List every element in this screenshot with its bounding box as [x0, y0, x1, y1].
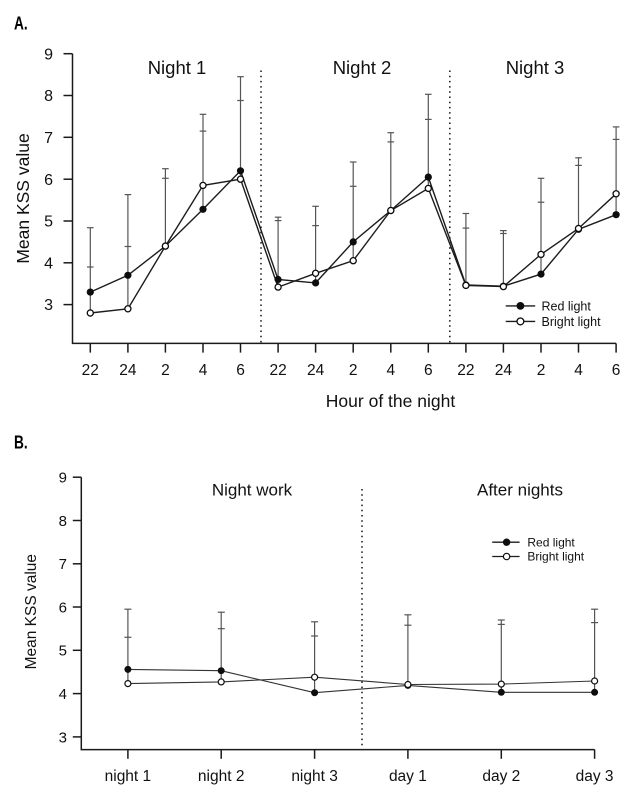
svg-text:4: 4: [59, 686, 67, 703]
svg-text:4: 4: [199, 362, 208, 379]
svg-text:B.: B.: [14, 433, 28, 453]
svg-text:9: 9: [44, 46, 53, 63]
svg-text:7: 7: [44, 130, 53, 147]
svg-text:3: 3: [59, 729, 67, 746]
svg-text:3: 3: [44, 297, 53, 314]
svg-text:Bright light: Bright light: [542, 315, 602, 329]
svg-text:6: 6: [59, 599, 67, 616]
svg-text:22: 22: [457, 362, 474, 379]
svg-text:24: 24: [119, 362, 137, 379]
svg-text:Bright light: Bright light: [527, 550, 584, 564]
svg-text:Night work: Night work: [212, 481, 293, 500]
svg-text:6: 6: [612, 362, 621, 379]
svg-text:Mean KSS value: Mean KSS value: [23, 554, 40, 669]
svg-text:8: 8: [44, 88, 53, 105]
svg-text:7: 7: [59, 556, 67, 573]
svg-text:2: 2: [537, 362, 546, 379]
svg-text:Red light: Red light: [542, 299, 592, 313]
svg-text:9: 9: [59, 470, 67, 487]
svg-text:day 2: day 2: [482, 768, 520, 785]
svg-text:Mean KSS value: Mean KSS value: [13, 133, 33, 263]
svg-text:8: 8: [59, 513, 67, 530]
svg-text:Hour of the night: Hour of the night: [326, 391, 456, 411]
svg-text:22: 22: [82, 362, 99, 379]
svg-text:22: 22: [269, 362, 286, 379]
svg-text:night 2: night 2: [198, 768, 245, 785]
svg-text:5: 5: [59, 643, 67, 660]
svg-text:night 3: night 3: [291, 768, 338, 785]
svg-text:4: 4: [44, 255, 53, 272]
svg-text:24: 24: [495, 362, 513, 379]
svg-text:Night 1: Night 1: [148, 57, 207, 78]
svg-text:Night 3: Night 3: [506, 57, 565, 78]
svg-text:Night 2: Night 2: [333, 57, 392, 78]
svg-text:2: 2: [161, 362, 170, 379]
svg-text:4: 4: [386, 362, 395, 379]
svg-text:day 1: day 1: [389, 768, 427, 785]
svg-text:A.: A.: [14, 14, 28, 34]
svg-text:5: 5: [44, 214, 53, 231]
svg-text:2: 2: [349, 362, 358, 379]
svg-text:4: 4: [574, 362, 583, 379]
svg-text:day 3: day 3: [576, 768, 614, 785]
svg-text:Red light: Red light: [527, 535, 575, 549]
svg-text:24: 24: [307, 362, 325, 379]
svg-text:6: 6: [236, 362, 245, 379]
svg-text:After nights: After nights: [477, 481, 563, 500]
svg-text:6: 6: [424, 362, 433, 379]
svg-text:6: 6: [44, 172, 53, 189]
svg-text:night 1: night 1: [105, 768, 152, 785]
